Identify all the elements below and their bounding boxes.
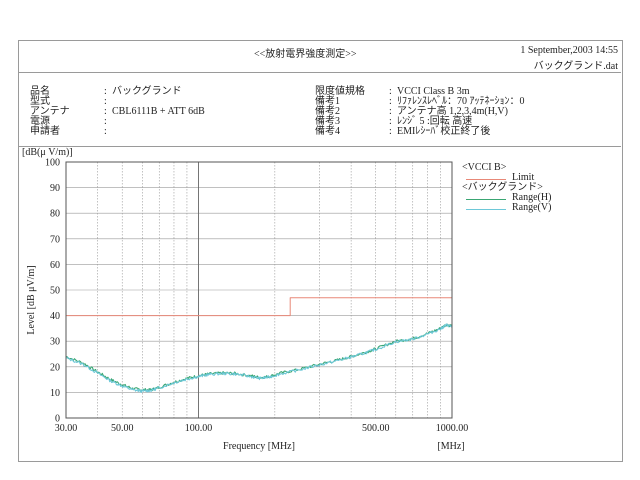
info-row: 備考4: EMIﾚｼｰﾊﾞ校正終了後 <box>315 127 525 137</box>
info-value: ﾘﾌｧﾚﾝｽﾚﾍﾞﾙ：70 ｱｯﾃﾈｰｼｮﾝ：0 <box>397 96 525 107</box>
report-frame <box>18 40 623 462</box>
legend-item-range-h: Range(H) <box>462 193 551 203</box>
info-value: ﾚﾝｼﾞ 5 :回転 高速 <box>397 116 473 127</box>
info-colon: : <box>389 116 392 127</box>
info-row: 品名: バックグランド <box>30 87 205 97</box>
legend-label-limit: Limit <box>512 172 535 183</box>
info-row: 備考1: ﾘﾌｧﾚﾝｽﾚﾍﾞﾙ：70 ｱｯﾃﾈｰｼｮﾝ：0 <box>315 97 525 107</box>
header-divider <box>18 72 621 73</box>
legend-group-background: <バックグランド> <box>462 182 543 193</box>
info-left-block: 品名: バックグランド 型式: アンテナ: CBL6111B + ATT 6dB 電… <box>30 87 205 137</box>
info-row: 限度値規格: VCCI Class B 3m <box>315 87 525 97</box>
legend-swatch-range-h <box>466 199 506 200</box>
info-colon: : <box>104 96 107 107</box>
info-row: 申請者: <box>30 127 205 137</box>
legend-swatch-limit <box>466 179 506 180</box>
info-value: VCCI Class B 3m <box>397 86 470 97</box>
info-divider <box>18 146 621 147</box>
info-key: 型式 <box>30 96 50 107</box>
report-title: <<放射電界強度測定>> <box>254 49 357 60</box>
info-value: アンテナ高 1,2,3,4m(H,V) <box>397 106 508 117</box>
info-colon: : <box>104 116 107 127</box>
info-value: CBL6111B + ATT 6dB <box>112 106 205 117</box>
info-colon: : <box>104 106 107 117</box>
info-row: 備考2: アンテナ高 1,2,3,4m(H,V) <box>315 107 525 117</box>
info-colon: : <box>389 86 392 97</box>
legend-label-range-v: Range(V) <box>512 202 552 213</box>
legend-label-range-h: Range(H) <box>512 192 552 203</box>
info-colon: : <box>389 126 392 137</box>
info-key: アンテナ <box>30 106 70 117</box>
legend-item-range-v: Range(V) <box>462 203 551 213</box>
legend-item-limit: Limit <box>462 173 543 183</box>
report-filename: バックグランド.dat <box>533 61 618 72</box>
info-key: 備考3 <box>315 116 340 127</box>
legend-swatch-range-v <box>466 209 506 210</box>
info-key: 備考4 <box>315 126 340 137</box>
info-colon: : <box>104 86 107 97</box>
info-row: アンテナ: CBL6111B + ATT 6dB <box>30 107 205 117</box>
info-colon: : <box>389 106 392 117</box>
legend-group-vcci: <VCCI B> <box>462 162 507 173</box>
info-key: 申請者 <box>30 126 60 137</box>
info-colon: : <box>104 126 107 137</box>
info-key: 備考2 <box>315 106 340 117</box>
report-date: 1 September,2003 14:55 <box>520 45 618 56</box>
info-key: 電源 <box>30 116 50 127</box>
info-colon: : <box>389 96 392 107</box>
info-key: 限度値規格 <box>315 86 365 97</box>
info-right-block: 限度値規格: VCCI Class B 3m 備考1: ﾘﾌｧﾚﾝｽﾚﾍﾞﾙ：70 … <box>315 87 525 137</box>
chart-legend: <VCCI B> Limit <バックグランド> Range(H) Range(… <box>462 162 551 213</box>
info-row: 型式: <box>30 97 205 107</box>
info-key: 品名 <box>30 86 50 97</box>
info-key: 備考1 <box>315 96 340 107</box>
info-value: EMIﾚｼｰﾊﾞ校正終了後 <box>397 126 491 137</box>
info-row: 備考3: ﾚﾝｼﾞ 5 :回転 高速 <box>315 117 525 127</box>
info-value: バックグランド <box>112 86 182 97</box>
info-row: 電源: <box>30 117 205 127</box>
